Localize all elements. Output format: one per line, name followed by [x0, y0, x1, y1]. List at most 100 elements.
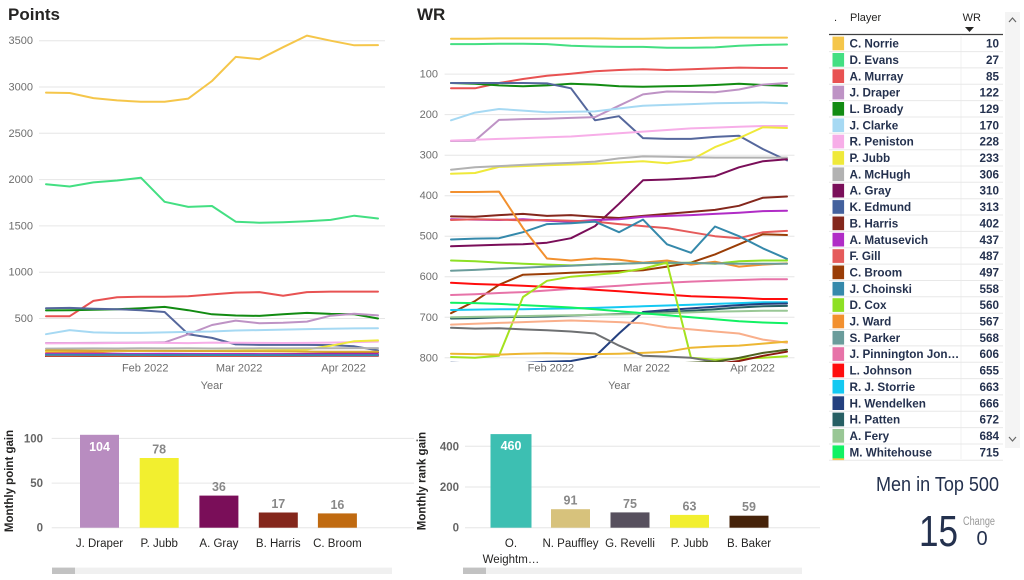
svg-text:A. McHugh: A. McHugh [850, 168, 911, 181]
svg-text:400: 400 [440, 441, 459, 453]
svg-text:Points: Points [8, 5, 60, 24]
svg-text:H. Wendelken: H. Wendelken [850, 397, 926, 410]
svg-text:560: 560 [979, 299, 999, 312]
svg-text:3500: 3500 [9, 35, 33, 47]
svg-text:P. Jubb: P. Jubb [671, 538, 709, 550]
svg-text:A. Gray: A. Gray [850, 185, 892, 198]
svg-text:400: 400 [420, 190, 438, 202]
svg-text:10: 10 [986, 38, 1000, 51]
svg-text:C. Broom: C. Broom [850, 267, 903, 280]
svg-text:437: 437 [979, 234, 999, 247]
svg-text:0: 0 [453, 523, 459, 535]
svg-text:50: 50 [30, 478, 43, 490]
svg-text:122: 122 [979, 87, 999, 100]
svg-text:Monthly point gain: Monthly point gain [4, 430, 16, 532]
svg-text:104: 104 [89, 440, 110, 454]
svg-text:B. Harris: B. Harris [850, 217, 899, 230]
svg-text:Feb 2022: Feb 2022 [122, 363, 168, 375]
svg-text:606: 606 [979, 348, 999, 361]
svg-text:Year: Year [608, 380, 631, 392]
svg-text:L. Broady: L. Broady [850, 103, 904, 116]
svg-text:WR: WR [963, 12, 981, 24]
svg-text:L. Johnson: L. Johnson [850, 365, 912, 378]
svg-text:Feb 2022: Feb 2022 [528, 363, 574, 375]
svg-text:85: 85 [986, 70, 1000, 83]
svg-text:K. Edmund: K. Edmund [850, 201, 912, 214]
svg-text:655: 655 [979, 365, 999, 378]
svg-text:200: 200 [440, 482, 459, 494]
svg-text:J. Ward: J. Ward [850, 316, 892, 329]
svg-text:J. Draper: J. Draper [850, 87, 901, 100]
svg-text:Apr 2022: Apr 2022 [321, 363, 366, 375]
svg-text:Mar 2022: Mar 2022 [216, 363, 262, 375]
svg-text:568: 568 [979, 332, 999, 345]
svg-text:WR: WR [417, 5, 445, 24]
svg-text:100: 100 [420, 69, 438, 81]
svg-text:J. Draper: J. Draper [76, 538, 123, 550]
svg-text:N. Pauffley: N. Pauffley [542, 538, 598, 550]
svg-text:.: . [834, 12, 837, 24]
svg-text:D. Evans: D. Evans [850, 54, 900, 67]
svg-text:F. Gill: F. Gill [850, 250, 881, 263]
svg-text:Year: Year [201, 380, 224, 392]
svg-text:700: 700 [420, 312, 438, 324]
svg-text:63: 63 [683, 499, 697, 513]
svg-text:B. Harris: B. Harris [256, 538, 301, 550]
svg-text:A. Matusevich: A. Matusevich [850, 234, 929, 247]
svg-text:H. Patten: H. Patten [850, 414, 901, 427]
svg-text:310: 310 [979, 185, 999, 198]
svg-text:J. Pinnington Jon…: J. Pinnington Jon… [850, 348, 960, 361]
svg-text:500: 500 [15, 313, 33, 325]
svg-text:300: 300 [420, 150, 438, 162]
svg-text:16: 16 [330, 498, 344, 512]
svg-text:R. J. Storrie: R. J. Storrie [850, 381, 916, 394]
svg-text:100: 100 [24, 433, 43, 445]
svg-text:C. Norrie: C. Norrie [850, 38, 900, 51]
svg-text:460: 460 [501, 439, 522, 453]
svg-text:313: 313 [979, 201, 999, 214]
svg-text:233: 233 [979, 152, 999, 165]
svg-text:715: 715 [979, 446, 999, 459]
svg-text:1500: 1500 [9, 220, 33, 232]
svg-text:487: 487 [979, 250, 999, 263]
svg-text:2000: 2000 [9, 174, 33, 186]
svg-text:0: 0 [37, 523, 43, 535]
svg-text:200: 200 [420, 109, 438, 121]
svg-text:666: 666 [979, 397, 999, 410]
svg-text:Men in Top 500: Men in Top 500 [876, 474, 999, 496]
svg-text:2500: 2500 [9, 128, 33, 140]
svg-text:91: 91 [564, 494, 578, 508]
svg-text:J. Clarke: J. Clarke [850, 119, 899, 132]
svg-text:558: 558 [979, 283, 999, 296]
svg-text:306: 306 [979, 168, 999, 181]
svg-text:Monthly rank gain: Monthly rank gain [417, 432, 429, 530]
svg-text:36: 36 [212, 480, 226, 494]
svg-text:A. Fery: A. Fery [850, 430, 890, 443]
svg-text:0: 0 [976, 528, 987, 550]
svg-text:27: 27 [986, 54, 999, 67]
svg-text:J. Choinski: J. Choinski [850, 283, 912, 296]
svg-text:3000: 3000 [9, 82, 33, 94]
svg-text:Change: Change [963, 516, 995, 528]
svg-text:Weightm…: Weightm… [483, 554, 540, 566]
svg-text:78: 78 [152, 443, 166, 457]
svg-text:Player: Player [850, 12, 882, 24]
svg-text:672: 672 [979, 414, 999, 427]
svg-text:1000: 1000 [9, 267, 33, 279]
svg-text:228: 228 [979, 136, 999, 149]
svg-text:G. Revelli: G. Revelli [605, 538, 655, 550]
svg-text:O.: O. [505, 538, 517, 550]
svg-text:170: 170 [979, 119, 999, 132]
svg-text:402: 402 [979, 217, 999, 230]
svg-text:P. Jubb: P. Jubb [850, 152, 891, 165]
svg-text:59: 59 [742, 500, 756, 514]
svg-text:129: 129 [979, 103, 999, 116]
svg-text:75: 75 [623, 497, 637, 511]
svg-text:500: 500 [420, 231, 438, 243]
svg-text:Mar 2022: Mar 2022 [623, 363, 669, 375]
svg-text:A. Murray: A. Murray [850, 70, 904, 83]
svg-text:800: 800 [420, 352, 438, 364]
svg-text:684: 684 [979, 430, 999, 443]
svg-text:D. Cox: D. Cox [850, 299, 888, 312]
svg-text:S. Parker: S. Parker [850, 332, 901, 345]
